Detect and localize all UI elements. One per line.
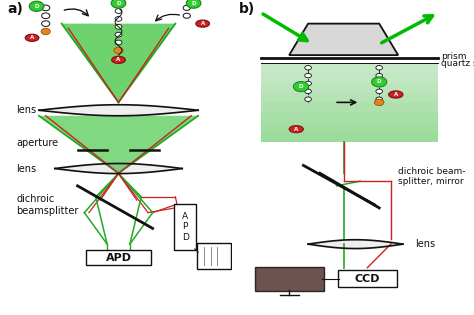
Circle shape [305, 73, 311, 78]
Text: D: D [116, 1, 121, 6]
Bar [261, 63, 438, 73]
FancyBboxPatch shape [174, 204, 196, 249]
Circle shape [186, 0, 201, 8]
Text: dichroic beam-
splitter, mirror: dichroic beam- splitter, mirror [398, 167, 465, 186]
Circle shape [115, 40, 122, 45]
Text: A
P
D: A P D [182, 212, 189, 242]
Bar [261, 112, 438, 122]
Circle shape [376, 73, 383, 78]
Text: D: D [34, 4, 39, 9]
Bar [261, 93, 438, 102]
Circle shape [29, 1, 44, 11]
Text: CCD: CCD [355, 274, 380, 284]
Text: lens: lens [16, 105, 36, 115]
Circle shape [376, 97, 383, 101]
Text: A: A [30, 35, 34, 40]
Ellipse shape [196, 20, 210, 27]
Text: prism: prism [441, 52, 466, 61]
Circle shape [115, 32, 122, 37]
Circle shape [111, 0, 126, 8]
Bar [261, 83, 438, 93]
Bar [261, 122, 438, 132]
Text: A: A [201, 21, 205, 26]
Circle shape [374, 99, 384, 106]
Text: D: D [191, 1, 196, 6]
Text: quartz slide: quartz slide [441, 59, 474, 67]
Circle shape [115, 9, 122, 13]
Text: a): a) [7, 2, 23, 16]
Bar [261, 102, 438, 112]
FancyBboxPatch shape [255, 267, 323, 290]
Circle shape [183, 5, 191, 10]
Circle shape [115, 16, 122, 21]
Text: lens: lens [16, 163, 36, 174]
Circle shape [42, 21, 50, 26]
Circle shape [305, 97, 311, 101]
Text: A: A [117, 57, 120, 62]
Text: dichroic
beamsplitter: dichroic beamsplitter [16, 194, 79, 215]
Bar [261, 73, 438, 83]
Circle shape [293, 82, 309, 92]
Text: lens: lens [415, 239, 435, 249]
Circle shape [376, 66, 383, 70]
FancyBboxPatch shape [85, 249, 152, 265]
Polygon shape [62, 24, 175, 102]
Text: b): b) [239, 2, 255, 16]
Circle shape [41, 28, 50, 35]
FancyBboxPatch shape [337, 270, 397, 287]
Ellipse shape [389, 91, 403, 98]
FancyBboxPatch shape [197, 243, 231, 268]
Bar [261, 132, 438, 142]
Circle shape [42, 13, 50, 19]
Circle shape [376, 89, 383, 94]
Text: A: A [394, 92, 398, 97]
Polygon shape [39, 116, 198, 173]
Text: aperture: aperture [16, 138, 58, 148]
Text: APD: APD [106, 253, 131, 262]
Circle shape [115, 24, 122, 29]
Bar [261, 63, 438, 142]
Ellipse shape [112, 56, 125, 63]
Circle shape [42, 5, 50, 11]
Circle shape [376, 81, 383, 86]
Circle shape [372, 77, 387, 87]
Circle shape [114, 47, 123, 54]
Text: D: D [377, 79, 382, 84]
Ellipse shape [289, 126, 303, 133]
Circle shape [183, 13, 191, 18]
Circle shape [305, 89, 311, 94]
Text: A: A [294, 127, 298, 132]
Circle shape [305, 81, 311, 86]
Text: D: D [299, 84, 303, 89]
Circle shape [305, 66, 311, 70]
Polygon shape [289, 24, 398, 55]
Ellipse shape [25, 34, 39, 41]
